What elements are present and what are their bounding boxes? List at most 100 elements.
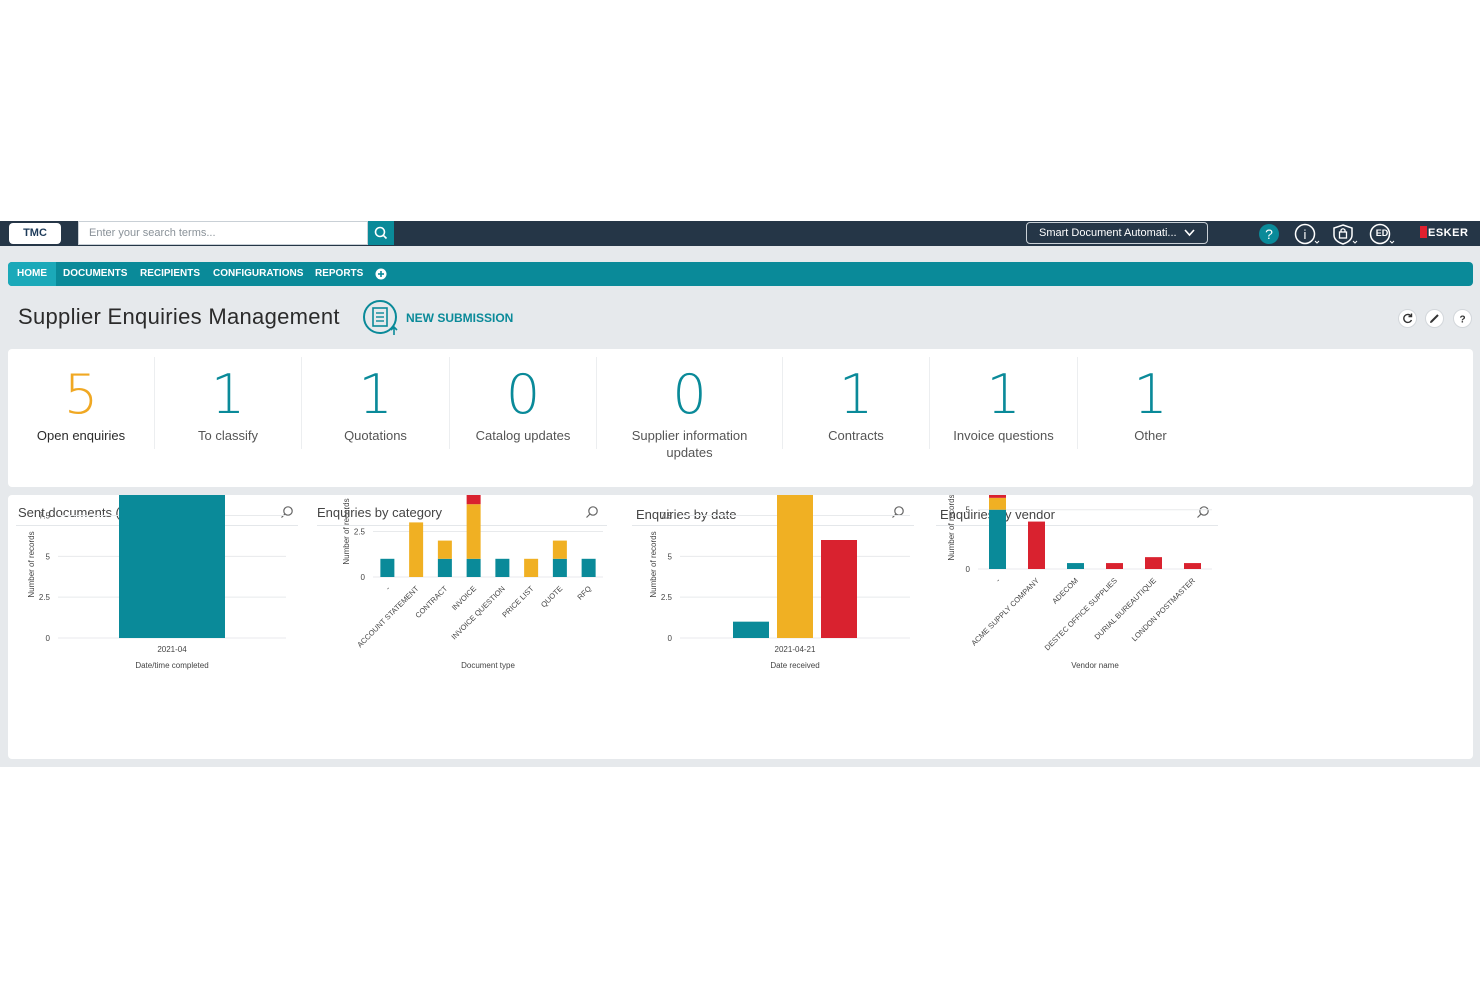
info-icon[interactable]: i [1293, 223, 1323, 245]
search-input[interactable] [78, 221, 368, 245]
y-tick-label: 0 [361, 573, 366, 582]
tab-configurations[interactable]: CONFIGURATIONS [213, 268, 304, 279]
tab-recipients[interactable]: RECIPIENTS [140, 268, 201, 279]
y-axis-label: Number of records [947, 495, 956, 561]
sent-documents-chart: 0 2.5 5 7.5 Number of records 2021-04 Date/tim… [27, 495, 286, 670]
charts-card: Sent documents (3 months) 0 2.5 5 7.5 Number… [8, 495, 1473, 759]
user-avatar-icon[interactable] [1368, 223, 1398, 245]
brand-name: ESKER [1428, 227, 1469, 239]
enquiries-by-category-chart: 02.55Number of records-ACCOUNT STATEMENT… [342, 495, 603, 670]
search-button[interactable] [368, 221, 394, 245]
x-tick-label: LONDON POSTMASTER [1130, 576, 1197, 643]
zoom-icon[interactable] [585, 505, 599, 519]
kpi-contracts[interactable]: 1 Contracts [783, 357, 930, 449]
chart-panel-sent-documents: Sent documents (3 months) 0 2.5 5 7.5 Number… [8, 495, 304, 755]
y-axis-label: Number of records [649, 531, 658, 597]
chart-bar [733, 621, 769, 638]
chart-bar [409, 522, 424, 577]
new-submission-label: NEW SUBMISSION [406, 311, 514, 325]
kpi-value: 1 [838, 363, 874, 426]
chart-bar [777, 495, 813, 638]
y-tick-label: 2.5 [661, 593, 673, 602]
help-icon[interactable]: ? [1257, 223, 1281, 245]
x-tick-label: 2021-04 [157, 645, 187, 654]
kpi-to-classify[interactable]: 1 To classify [155, 357, 302, 449]
new-submission-button[interactable]: NEW SUBMISSION [362, 299, 513, 335]
tab-reports[interactable]: REPORTS [315, 268, 364, 279]
x-tick-label: PRICE LIST [500, 584, 536, 620]
x-tick-label: - [994, 576, 1002, 584]
page-help-button[interactable]: ? [1453, 309, 1472, 328]
kpi-label: To classify [198, 428, 258, 443]
chart-title: Enquiries by date [636, 507, 737, 522]
kpi-open-enquiries[interactable]: 5 Open enquiries [8, 357, 155, 449]
chart-bar [119, 495, 225, 638]
page-title: Supplier Enquiries Management [18, 304, 340, 329]
kpi-summary-card: 5 Open enquiries 1 To classify 1 Quotati… [8, 349, 1473, 487]
x-tick-label: RFQ [575, 584, 593, 602]
kpi-label: Open enquiries [36, 428, 126, 443]
chart-bar [466, 558, 481, 577]
kpi-value: 0 [672, 363, 707, 426]
chart-bar [524, 558, 539, 577]
document-upload-icon [363, 300, 398, 335]
y-tick-label: 2.5 [39, 593, 51, 602]
kpi-quotations[interactable]: 1 Quotations [302, 357, 450, 449]
kpi-label: Contracts [828, 428, 884, 443]
question-icon: ? [1459, 315, 1465, 326]
x-tick-label: - [384, 584, 392, 592]
x-tick-label: ACME SUPPLY COMPANY [969, 576, 1040, 647]
kpi-catalog-updates[interactable]: 0 Catalog updates [450, 357, 597, 449]
profile-select[interactable]: Smart Document Automati... [1026, 222, 1208, 244]
chart-divider [936, 525, 1218, 526]
chart-bar [380, 558, 395, 577]
chart-divider [632, 525, 914, 526]
x-tick-label: ADECOM [1050, 576, 1080, 606]
kpi-value: 1 [1133, 363, 1168, 426]
user-initials: ED [1375, 228, 1389, 238]
chart-bar [581, 558, 596, 577]
chart-bar [989, 497, 1006, 510]
x-axis-label: Date received [770, 661, 819, 670]
chart-bar [1028, 521, 1045, 569]
x-axis-label: Vendor name [1071, 661, 1119, 670]
kpi-label: Catalog updates [475, 428, 571, 443]
zoom-icon[interactable] [1196, 505, 1210, 519]
tab-home[interactable]: HOME [8, 262, 56, 286]
kpi-invoice-questions[interactable]: 1 Invoice questions [930, 357, 1078, 449]
chart-bar [821, 540, 857, 638]
chart-bar [552, 558, 567, 577]
kpi-label: Supplier information updates [631, 428, 748, 460]
company-logo[interactable]: TMC [9, 223, 61, 244]
y-tick-label: 5 [668, 552, 673, 561]
svg-text:?: ? [1459, 315, 1465, 326]
main-nav: HOME DOCUMENTS RECIPIENTS CONFIGURATIONS… [8, 262, 1473, 286]
refresh-button[interactable] [1398, 309, 1417, 328]
esker-mark-icon [1420, 226, 1427, 238]
kpi-value: 1 [986, 363, 1021, 426]
svg-text:i: i [1304, 227, 1307, 242]
chart-bar [1067, 563, 1084, 569]
kpi-supplier-information-updates[interactable]: 0 Supplier information updates [597, 357, 783, 460]
add-tab-icon[interactable] [375, 268, 387, 280]
enquiries-by-vendor-chart: 0 5 Number of records -ACME SUPPLY COMPANY A… [947, 495, 1212, 670]
esker-logo: ESKER [1420, 226, 1468, 239]
y-tick-label: 5 [966, 506, 971, 515]
chart-bar [1106, 563, 1123, 569]
tab-documents[interactable]: DOCUMENTS [63, 268, 128, 279]
y-axis-label: Number of records [342, 498, 351, 564]
profile-select-value: Smart Document Automati... [1039, 227, 1177, 239]
chart-bar [466, 495, 481, 505]
y-tick-label: 7.5 [39, 512, 51, 521]
chart-title: Enquiries by category [317, 505, 443, 520]
y-tick-label: 0 [46, 634, 51, 643]
chart-bar [437, 558, 452, 577]
chart-bar [466, 504, 481, 559]
kpi-other[interactable]: 1 Other [1078, 357, 1223, 449]
x-tick-label: ACCOUNT STATEMENT [355, 584, 421, 650]
y-tick-label: 2.5 [354, 528, 366, 537]
refresh-icon [1403, 313, 1413, 324]
chart-panel-enquiries-by-date: Enquiries by date 0 2.5 5 7.5 Number of reco… [628, 495, 918, 755]
edit-button[interactable] [1425, 309, 1444, 328]
lock-icon[interactable] [1331, 223, 1361, 245]
